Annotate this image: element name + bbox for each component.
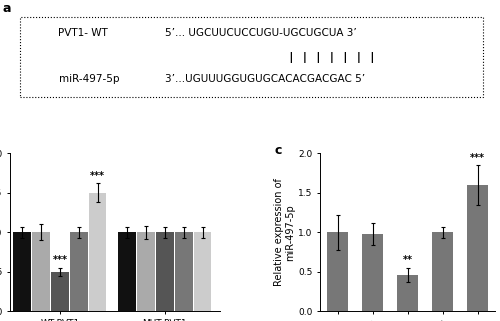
- Text: 5’... UGCUUCUCCUGU-UGCUGCUA 3’: 5’... UGCUUCUCCUGU-UGCUGCUA 3’: [165, 28, 357, 38]
- Text: miR-497-5p: miR-497-5p: [58, 74, 119, 84]
- Bar: [175, 232, 192, 311]
- Text: PVT1- WT: PVT1- WT: [58, 28, 108, 38]
- Y-axis label: Relative expression of
miR-497-5p: Relative expression of miR-497-5p: [274, 178, 295, 286]
- Text: | | | | | | |: | | | | | | |: [288, 51, 376, 63]
- Bar: [137, 232, 154, 311]
- Text: 3’...UGUUUGGUGUGCACACGACGAC 5’: 3’...UGUUUGGUGUGCACACGACGAC 5’: [165, 74, 366, 84]
- Bar: [32, 232, 50, 311]
- Bar: [14, 232, 31, 311]
- Bar: [432, 232, 454, 311]
- Text: ***: ***: [90, 171, 105, 181]
- Bar: [362, 234, 384, 311]
- Bar: [326, 232, 348, 311]
- Text: **: **: [402, 256, 412, 265]
- Bar: [118, 232, 136, 311]
- Bar: [51, 272, 68, 311]
- Bar: [70, 232, 87, 311]
- Bar: [194, 232, 212, 311]
- Text: ***: ***: [52, 256, 68, 265]
- Bar: [466, 185, 488, 311]
- FancyBboxPatch shape: [20, 17, 483, 97]
- Bar: [89, 193, 106, 311]
- Text: a: a: [2, 2, 11, 15]
- Text: c: c: [274, 143, 282, 157]
- Bar: [156, 232, 174, 311]
- Text: ***: ***: [470, 152, 485, 163]
- Bar: [396, 275, 418, 311]
